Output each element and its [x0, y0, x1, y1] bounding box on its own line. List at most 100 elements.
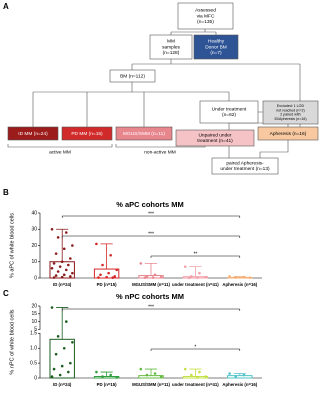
data-point	[58, 265, 62, 268]
data-point	[204, 275, 207, 279]
error-bar	[144, 262, 158, 276]
data-point	[190, 275, 193, 278]
data-point	[62, 346, 66, 350]
x-tick-label: ID (n=24)	[53, 282, 72, 287]
flow-box	[61, 126, 113, 141]
flow-box	[109, 69, 156, 83]
data-point	[50, 306, 54, 309]
data-point	[60, 364, 64, 368]
y-tick-label: 0	[34, 375, 37, 381]
flow-box	[7, 126, 59, 141]
data-point	[67, 370, 70, 374]
data-point	[187, 276, 191, 280]
data-point	[50, 266, 54, 270]
flow-text: (n=135)	[197, 19, 214, 25]
y-tick-label: 1.0	[30, 346, 37, 352]
flow-text: (n=7)	[210, 50, 222, 56]
data-point	[115, 376, 119, 379]
flow-text: samples	[162, 44, 180, 50]
significance-bracket	[150, 255, 241, 258]
significance-label: ***	[148, 231, 154, 237]
significance-bracket	[61, 308, 241, 311]
data-point	[190, 373, 193, 377]
data-point	[101, 375, 104, 378]
data-point	[71, 340, 74, 344]
flow-text: 2 paired with	[280, 113, 300, 117]
data-point	[58, 373, 62, 377]
group-label: non-active MM	[144, 149, 175, 155]
data-point	[69, 361, 72, 365]
data-point	[62, 247, 66, 251]
bar	[93, 376, 120, 379]
bar	[182, 276, 209, 279]
panel-label: A	[3, 2, 9, 11]
flow-box	[262, 100, 319, 125]
data-point	[107, 271, 110, 275]
panel-label: B	[3, 188, 9, 197]
y-tick-label: 40	[31, 210, 37, 216]
flow-text: PD MM (n=15)	[71, 131, 103, 137]
data-point	[95, 370, 98, 374]
flow-box	[211, 157, 279, 175]
y-axis-label: % nPC of white blood cells	[9, 309, 15, 374]
error-bar	[233, 373, 246, 376]
x-tick-label: under treatment (n=41)	[172, 382, 219, 387]
data-point	[113, 275, 117, 278]
flow-text: Unpaired under	[198, 132, 231, 138]
x-tick-label: MGUS/SMM (n=11)	[132, 382, 170, 387]
data-point	[183, 265, 187, 268]
data-point	[228, 372, 231, 375]
data-point	[198, 271, 201, 275]
data-point	[71, 271, 74, 275]
data-point	[95, 242, 98, 246]
error-bar	[56, 228, 69, 262]
data-point	[71, 244, 74, 247]
y-tick-label: 0	[34, 275, 37, 281]
data-point	[54, 252, 58, 255]
y-tick-label: 1.5	[30, 331, 37, 337]
flow-box	[257, 126, 319, 141]
data-point	[145, 275, 149, 278]
significance-label: **	[193, 251, 197, 257]
significance-label: ***	[148, 304, 154, 310]
data-point	[145, 373, 149, 377]
flow-text: Healthy	[208, 39, 225, 45]
flow-text: Excluded: 1 LOD	[277, 104, 305, 108]
significance-bracket	[61, 215, 241, 218]
data-point	[242, 275, 246, 279]
flow-text: Under treatment	[212, 106, 247, 112]
data-point	[153, 372, 157, 375]
y-tick-label: 15	[31, 311, 37, 317]
flow-text: not reached (n=2)	[276, 108, 304, 112]
data-point	[111, 276, 115, 279]
x-tick-label: ID (n=24)	[53, 382, 72, 387]
group-label: active MM	[49, 149, 71, 155]
data-point	[196, 276, 199, 279]
flow-text: Donor BM	[205, 44, 227, 50]
data-point	[234, 375, 238, 378]
flow-text: under treatment (n=13)	[220, 166, 270, 172]
x-tick-label: Apheresis (n=16)	[222, 282, 257, 287]
data-point	[109, 253, 112, 257]
x-tick-label: under treatment (n=41)	[172, 282, 219, 287]
flow-text: Assessed	[195, 8, 216, 14]
error-bar	[144, 368, 158, 376]
bar	[49, 338, 75, 379]
y-axis-label: % aPC of white blood cells	[9, 213, 15, 278]
data-point	[204, 375, 207, 378]
data-point	[56, 335, 60, 338]
data-point	[139, 262, 143, 265]
bar	[138, 275, 164, 279]
y-tick-label: 5	[34, 327, 37, 333]
y-tick-label: 30	[31, 227, 37, 233]
data-point	[50, 227, 54, 231]
data-point	[196, 376, 199, 379]
flow-text: BM (n=112)	[120, 73, 145, 79]
data-point	[60, 275, 64, 279]
data-point	[198, 370, 201, 374]
error-bar	[100, 243, 113, 270]
flow-text: ID/Apheresis (n=16)	[274, 117, 306, 121]
flow-box	[199, 100, 259, 124]
data-point	[69, 275, 72, 278]
data-point	[153, 273, 157, 277]
